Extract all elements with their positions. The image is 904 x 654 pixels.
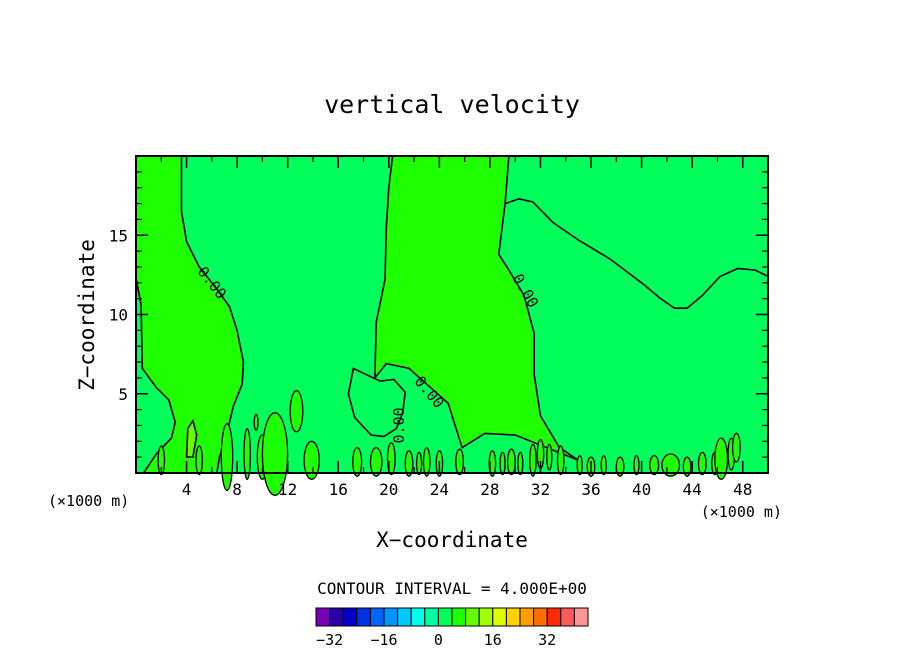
surface-cell bbox=[546, 443, 553, 471]
x-tick-label: 12 bbox=[278, 480, 297, 499]
surface-cell bbox=[157, 445, 166, 476]
colorbar-swatch bbox=[356, 607, 371, 627]
colorbar-tick-label: 32 bbox=[538, 631, 556, 649]
surface-cell bbox=[253, 413, 259, 431]
colorbar-swatch bbox=[465, 607, 480, 627]
surface-cells bbox=[157, 389, 741, 496]
chart-title: vertical velocity bbox=[324, 90, 580, 119]
colorbar-swatch bbox=[560, 607, 575, 627]
surface-cell bbox=[455, 448, 465, 476]
surface-cell bbox=[633, 454, 640, 476]
surface-cell bbox=[289, 389, 304, 433]
colorbar-swatch bbox=[342, 607, 358, 627]
surface-cell bbox=[243, 427, 252, 481]
surface-cell bbox=[499, 451, 506, 476]
colorbar-swatch bbox=[451, 607, 467, 627]
x-tick-label: 48 bbox=[733, 480, 752, 499]
contour-interval-label: CONTOUR INTERVAL = 4.000E+00 bbox=[317, 579, 587, 598]
surface-cell bbox=[506, 448, 516, 476]
colorbar-swatch bbox=[546, 607, 562, 627]
colorbar-swatch bbox=[397, 607, 412, 627]
surface-cell bbox=[261, 412, 289, 496]
colorbar: −32 −16 0 16 32 bbox=[315, 607, 589, 649]
surface-cell bbox=[714, 437, 729, 480]
x-unit-left: (×1000 m) bbox=[48, 492, 129, 510]
colorbar-swatch bbox=[410, 607, 426, 627]
colorbar-swatch bbox=[315, 607, 331, 627]
surface-cell bbox=[517, 451, 524, 476]
x-axis-label: X−coordinate bbox=[376, 528, 528, 552]
x-unit-right: (×1000 m) bbox=[701, 503, 782, 521]
surface-cell bbox=[529, 443, 537, 477]
surface-cell bbox=[697, 451, 707, 476]
colorbar-swatch bbox=[573, 607, 589, 627]
surface-cell bbox=[415, 451, 423, 476]
colorbar-tick-label: 0 bbox=[434, 631, 443, 649]
x-tick-label: 44 bbox=[683, 480, 702, 499]
surface-cell bbox=[369, 446, 383, 477]
surface-cell bbox=[600, 454, 607, 476]
x-tick-label: 24 bbox=[430, 480, 449, 499]
surface-cell bbox=[576, 454, 583, 476]
x-tick-label: 8 bbox=[232, 480, 242, 499]
surface-cell bbox=[404, 450, 414, 477]
y-tick-label: 5 bbox=[118, 385, 128, 404]
x-tick-label: 16 bbox=[329, 480, 348, 499]
surface-cell bbox=[220, 423, 234, 492]
positive-region-mid bbox=[374, 155, 579, 462]
surface-cell bbox=[615, 456, 625, 477]
x-tick-label: 28 bbox=[480, 480, 499, 499]
colorbar-swatch bbox=[533, 607, 548, 627]
strong-updraft-cell bbox=[185, 418, 198, 458]
negative-pocket bbox=[347, 367, 407, 438]
y-axis: 5 10 15 bbox=[109, 171, 768, 458]
surface-cell bbox=[303, 440, 320, 480]
surface-cell bbox=[352, 446, 363, 477]
surface-cell bbox=[195, 445, 204, 476]
colorbar-swatch bbox=[383, 607, 399, 627]
x-tick-label: 40 bbox=[632, 480, 651, 499]
surface-cell bbox=[649, 454, 660, 476]
surface-cell bbox=[682, 456, 692, 477]
colorbar-swatch bbox=[519, 607, 535, 627]
surface-cell bbox=[422, 446, 431, 477]
y-tick-label: 10 bbox=[109, 306, 128, 325]
colorbar-tick-label: −16 bbox=[370, 631, 397, 649]
colorbar-swatch bbox=[478, 607, 494, 627]
x-tick-label: 4 bbox=[182, 480, 192, 499]
colorbar-swatch bbox=[369, 607, 385, 627]
x-axis: 4 8 12 16 20 24 28 32 36 40 44 48 bbox=[160, 156, 752, 499]
y-axis-label: Z−coordinate bbox=[75, 239, 99, 391]
colorbar-swatch bbox=[424, 607, 439, 627]
y-tick-label: 15 bbox=[109, 226, 128, 245]
surface-cell bbox=[731, 432, 741, 463]
colorbar-swatch bbox=[505, 607, 521, 627]
x-tick-label: 20 bbox=[379, 480, 398, 499]
colorbar-tick-label: 16 bbox=[484, 631, 502, 649]
surface-cell bbox=[556, 445, 565, 476]
x-tick-label: 32 bbox=[531, 480, 550, 499]
colorbar-swatch bbox=[492, 607, 507, 627]
contour-label: 0.00 bbox=[390, 407, 408, 443]
colorbar-swatch bbox=[437, 607, 453, 627]
contour-line-upper-right bbox=[504, 197, 769, 309]
colorbar-swatch bbox=[329, 607, 344, 627]
x-tick-label: 36 bbox=[581, 480, 600, 499]
colorbar-tick-label: −32 bbox=[316, 631, 343, 649]
